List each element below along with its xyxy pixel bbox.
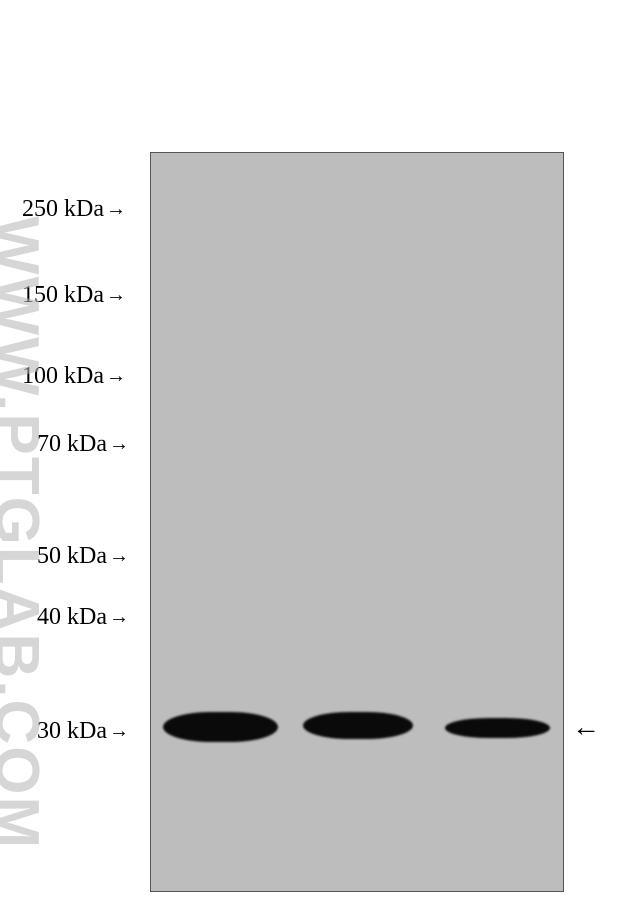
lane-labels-group: Y79 mouse small intestine rat small inte… xyxy=(0,0,636,170)
mw-150: 150 kDa→ xyxy=(22,282,126,309)
mw-arrow-icon: → xyxy=(106,198,126,221)
blot-membrane xyxy=(150,152,564,892)
band-lane2 xyxy=(303,712,413,739)
mw-30: 30 kDa→ xyxy=(37,718,129,745)
mw-70: 70 kDa→ xyxy=(37,431,129,458)
mw-arrow-icon: → xyxy=(106,365,126,388)
band-lane3 xyxy=(445,718,550,738)
mw-150-text: 150 kDa xyxy=(22,282,104,309)
mw-40-text: 40 kDa xyxy=(37,604,107,631)
mw-50-text: 50 kDa xyxy=(37,543,107,570)
mw-arrow-icon: → xyxy=(109,720,129,743)
mw-arrow-icon: → xyxy=(106,284,126,307)
mw-arrow-icon: → xyxy=(109,545,129,568)
target-arrow-icon: ← xyxy=(572,712,600,744)
mw-arrow-icon: → xyxy=(109,606,129,629)
mw-100-text: 100 kDa xyxy=(22,363,104,390)
mw-100: 100 kDa→ xyxy=(22,363,126,390)
mw-70-text: 70 kDa xyxy=(37,431,107,458)
watermark-text: WWW.PTGLAB.COM xyxy=(0,216,52,850)
mw-30-text: 30 kDa xyxy=(37,718,107,745)
band-lane1 xyxy=(163,712,278,742)
mw-250: 250 kDa→ xyxy=(22,196,126,223)
figure-container: Y79 mouse small intestine rat small inte… xyxy=(0,0,636,903)
mw-250-text: 250 kDa xyxy=(22,196,104,223)
mw-50: 50 kDa→ xyxy=(37,543,129,570)
mw-arrow-icon: → xyxy=(109,433,129,456)
mw-40: 40 kDa→ xyxy=(37,604,129,631)
